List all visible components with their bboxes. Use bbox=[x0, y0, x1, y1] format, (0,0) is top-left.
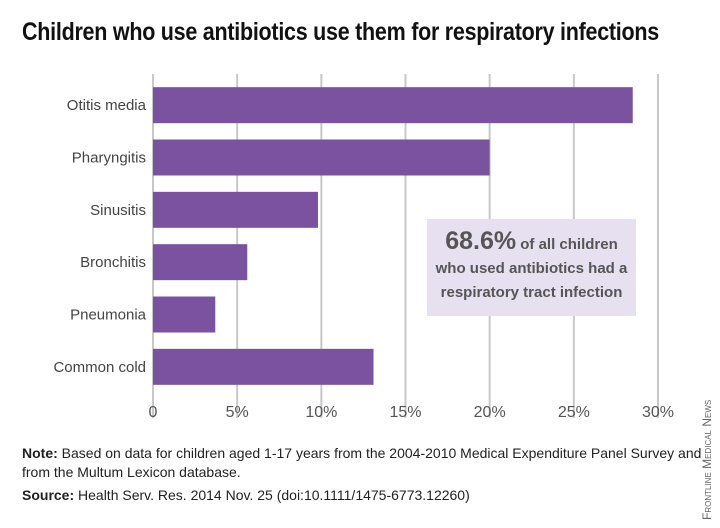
note: Note: Based on data for children aged 1-… bbox=[22, 444, 712, 482]
bar bbox=[153, 87, 633, 124]
bar bbox=[153, 348, 374, 385]
category-label: Common cold bbox=[53, 359, 146, 376]
bar bbox=[153, 191, 318, 228]
category-label: Pneumonia bbox=[70, 307, 147, 324]
x-tick-label: 15% bbox=[389, 404, 421, 421]
category-label: Otitis media bbox=[67, 97, 147, 114]
x-tick-label: 25% bbox=[558, 404, 590, 421]
callout-line1: of all children bbox=[516, 236, 618, 253]
category-label: Pharyngitis bbox=[72, 150, 146, 167]
callout-value: 68.6% bbox=[445, 227, 517, 255]
note-text: Based on data for children aged 1-17 yea… bbox=[22, 445, 702, 480]
x-tick-label: 0 bbox=[149, 404, 158, 421]
bar bbox=[153, 139, 490, 176]
x-tick-label: 10% bbox=[305, 404, 337, 421]
callout-box: 68.6% of all children who used antibioti… bbox=[427, 219, 636, 316]
x-tick-label: 30% bbox=[642, 404, 674, 421]
credit: Frontline Medical News bbox=[700, 399, 714, 520]
bar-chart: 0 5% 10% 15% 20% 25% 30% Otitis media Pharyngiti… bbox=[53, 74, 674, 421]
category-label: Bronchitis bbox=[80, 254, 146, 271]
source-label: Source: bbox=[22, 487, 75, 503]
x-tick-label: 20% bbox=[474, 404, 506, 421]
callout-line3: respiratory tract infection bbox=[440, 284, 623, 301]
source-text: Health Serv. Res. 2014 Nov. 25 (doi:10.1… bbox=[74, 487, 470, 503]
bar bbox=[153, 296, 216, 333]
source: Source: Health Serv. Res. 2014 Nov. 25 (… bbox=[22, 487, 470, 503]
category-label: Sinusitis bbox=[90, 202, 146, 219]
callout-line2: who used antibiotics had a bbox=[435, 260, 628, 277]
bar bbox=[153, 244, 248, 281]
x-tick-label: 5% bbox=[226, 404, 249, 421]
note-label: Note: bbox=[22, 445, 58, 461]
chart-title: Children who use antibiotics use them fo… bbox=[22, 18, 659, 46]
